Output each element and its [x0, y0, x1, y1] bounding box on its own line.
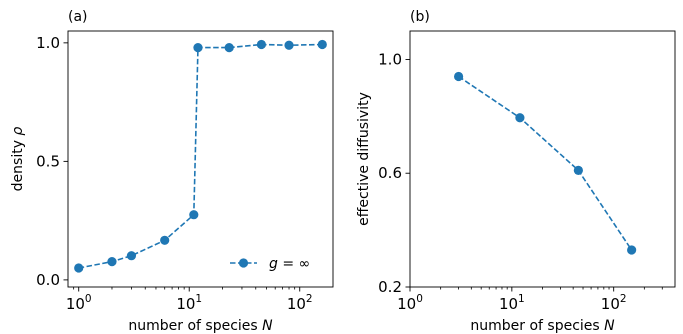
panel-a-label: (a): [68, 9, 88, 25]
panel-b-x-axis-label: number of species N: [470, 318, 615, 334]
panel-b-x-tick-label: 102: [601, 293, 627, 313]
panel-a-data-point: [317, 39, 327, 50]
panel-b-series-line: [458, 75, 633, 251]
panel-a-plot-frame: [67, 30, 334, 288]
panel-a-data-point: [160, 235, 170, 245]
panel-b: (b) 100 101 102 0.2 0.6 1.0 number of species N…: [356, 9, 676, 334]
panel-b-data-point: [627, 245, 637, 255]
panel-a-data-point: [193, 42, 203, 53]
panel-a-data-point: [256, 39, 267, 50]
panel-a-x-tick-label: 102: [287, 293, 313, 313]
panel-b-data-point: [573, 165, 583, 175]
panel-b-label: (b): [410, 9, 430, 25]
panel-a-data-point: [284, 40, 294, 50]
panel-b-y-tick-label: 0.2: [378, 278, 402, 296]
panel-a-y-tick-label: 0.5: [36, 152, 60, 170]
panel-b-y-tick-label: 0.6: [378, 164, 402, 182]
panel-a-x-tick-label: 100: [66, 293, 92, 313]
panel-b-y-axis-label: effective diffusivity: [356, 92, 372, 226]
panel-b-data-point: [453, 71, 464, 82]
panel-a-x-tick-label: 101: [176, 293, 202, 313]
panel-b-plot-frame: [409, 30, 676, 288]
panel-b-x-tick-label: 101: [499, 293, 525, 313]
panel-b-y-tick-label: 1.0: [378, 50, 402, 68]
panel-a-y-tick-label: 1.0: [36, 34, 60, 52]
panel-a-x-axis-label: number of species N: [128, 318, 273, 334]
panel-a-series-line: [78, 43, 323, 269]
panel-a-y-axis-label: density ρ: [10, 127, 26, 192]
panel-a-legend-marker: [238, 258, 249, 268]
panel-a: (a) 100 101 102 0.0 0.5 1.0 g = ∞ number of spec…: [10, 9, 334, 334]
panel-a-data-point: [189, 210, 199, 220]
panel-b-x-tick-label: 100: [397, 293, 423, 313]
panel-a-data-point: [224, 42, 234, 53]
panel-b-data-point: [515, 113, 525, 123]
panel-a-data-point: [126, 251, 137, 261]
panel-a-y-tick-label: 0.0: [36, 271, 60, 289]
panel-a-legend-label: g = ∞: [269, 256, 310, 272]
panel-a-data-point: [74, 263, 84, 273]
panel-a-data-point: [107, 257, 117, 267]
